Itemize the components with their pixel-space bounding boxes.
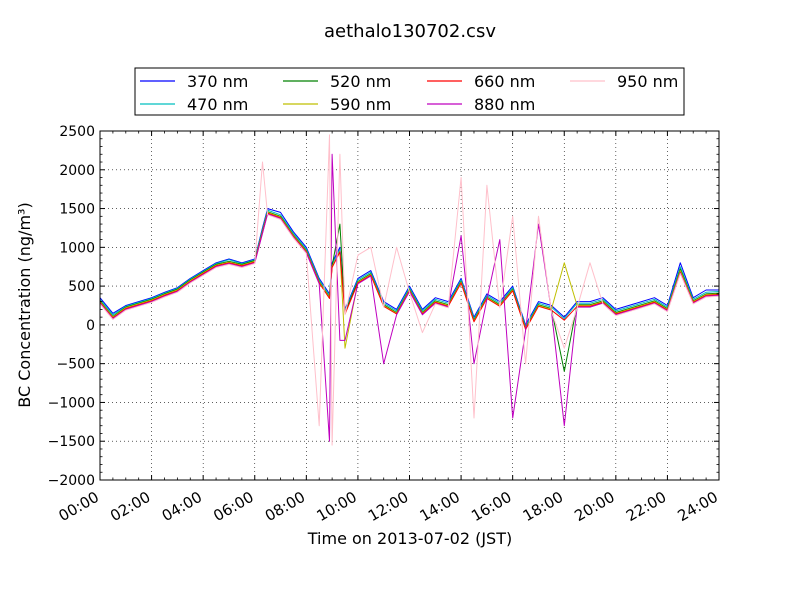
legend-label-590-nm: 590 nm: [330, 95, 391, 114]
y-tick-label: −500: [57, 357, 95, 373]
y-tick-label: −1500: [48, 434, 95, 450]
x-tick-label: 18:00: [520, 488, 566, 525]
legend: 370 nm 470 nm 520 nm 590 nm 660 nm 880 nm 950 …: [134, 67, 685, 116]
x-tick-labels: 00:00 02:00 04:00 06:00 08:00 10:00 12:00 14:00…: [56, 488, 721, 525]
y-axis-label: BC Concentration (ng/m³): [15, 202, 34, 407]
tick-marks: [99, 130, 720, 481]
x-tick-label: 00:00: [56, 488, 102, 525]
grid: [100, 131, 719, 480]
chart-title: aethalo130702.csv: [324, 21, 496, 42]
x-tick-label: 06:00: [210, 488, 256, 525]
series-line-660-nm: [99, 212, 720, 330]
x-tick-label: 04:00: [159, 488, 205, 525]
y-tick-label: 2500: [59, 124, 95, 140]
y-tick-label: 1500: [59, 202, 95, 218]
x-tick-label: 12:00: [365, 488, 411, 525]
series-line-880-nm: [99, 153, 720, 442]
series-line-370-nm: [99, 208, 719, 326]
legend-label-660-nm: 660 nm: [474, 72, 535, 91]
legend-label-370-nm: 370 nm: [187, 72, 248, 91]
x-tick-label: 14:00: [417, 488, 463, 525]
x-tick-label: 20:00: [571, 488, 617, 525]
x-tick-label: 08:00: [262, 488, 308, 525]
x-tick-label: 22:00: [623, 488, 669, 525]
legend-label-950-nm: 950 nm: [617, 72, 678, 91]
y-tick-label: −1000: [48, 395, 95, 411]
y-tick-labels: 2500 2000 1500 1000 500 0 −500 −1000 −1500 −2000: [48, 124, 95, 489]
series-layer: [99, 134, 720, 446]
x-tick-label: 02:00: [107, 488, 153, 525]
x-tick-label: 24:00: [675, 488, 721, 525]
series-line-470-nm: [99, 209, 720, 327]
y-tick-label: 2000: [59, 163, 95, 179]
y-tick-label: 0: [86, 318, 95, 334]
legend-box: [134, 67, 685, 116]
legend-label-520-nm: 520 nm: [330, 72, 391, 91]
legend-label-470-nm: 470 nm: [187, 95, 248, 114]
x-tick-label: 16:00: [468, 488, 514, 525]
series-line-590-nm: [99, 211, 720, 349]
x-tick-label: 10:00: [313, 488, 359, 525]
legend-label-880-nm: 880 nm: [474, 95, 535, 114]
series-line-950-nm: [99, 134, 720, 446]
series-line-520-nm: [99, 211, 720, 372]
y-tick-label: 500: [68, 279, 95, 295]
y-tick-label: −2000: [48, 473, 95, 489]
y-tick-label: 1000: [59, 240, 95, 256]
x-axis-label: Time on 2013-07-02 (JST): [307, 529, 512, 548]
